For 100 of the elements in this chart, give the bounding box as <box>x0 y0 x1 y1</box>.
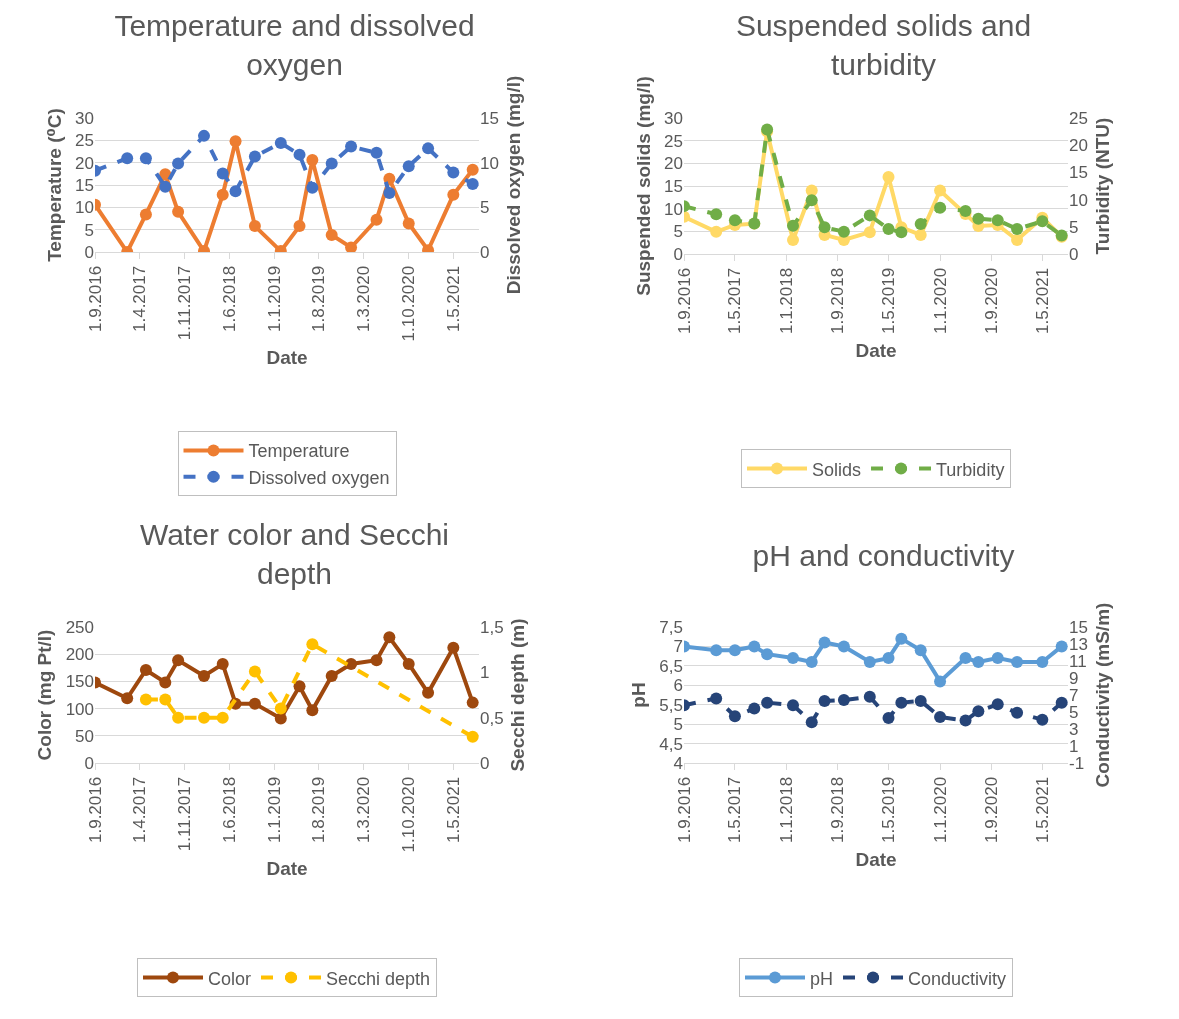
y-tick-label: 25 <box>75 131 94 151</box>
point <box>274 702 287 715</box>
point <box>306 638 319 651</box>
y-tick-label: 50 <box>75 726 94 746</box>
point <box>914 644 927 657</box>
point <box>1011 222 1024 235</box>
point <box>818 694 831 707</box>
x-tick-label: 1.1.2018 <box>776 776 796 843</box>
point <box>991 698 1004 711</box>
y-tick-label: 25 <box>664 131 683 151</box>
point <box>293 148 306 161</box>
y-tick-label: 7 <box>673 637 683 657</box>
point <box>818 636 831 649</box>
y2-tick-label: 0 <box>480 753 490 773</box>
point <box>748 640 761 653</box>
x-tick-label: 1.5.2017 <box>725 267 745 334</box>
y-tick-label: 0 <box>673 244 683 264</box>
y2-tick-label: 15 <box>1069 617 1088 637</box>
point <box>159 676 172 689</box>
point <box>863 655 876 668</box>
point <box>325 669 338 682</box>
x-tick-label: 1.9.2016 <box>674 776 694 843</box>
point <box>914 694 927 707</box>
point <box>728 710 741 723</box>
y2-tick-label: 11 <box>1069 651 1087 671</box>
chart-title: Temperature and dissolved oxygen <box>114 8 475 81</box>
point <box>402 657 415 670</box>
point <box>370 213 383 226</box>
point <box>216 188 229 201</box>
y2-tick-label: 5 <box>1069 217 1079 237</box>
point <box>248 150 261 163</box>
point <box>1055 640 1068 653</box>
y2-axis-title: Turbidity (NTU) <box>1091 117 1113 255</box>
point <box>345 241 358 252</box>
y-tick-label: 5 <box>673 715 683 735</box>
point <box>159 693 172 706</box>
point <box>293 220 306 233</box>
point <box>293 680 306 693</box>
point <box>748 702 761 715</box>
x-tick-label: 1.9.2018 <box>828 776 848 843</box>
x-axis-title: Date <box>855 339 897 361</box>
point <box>1055 696 1068 709</box>
point <box>972 705 985 718</box>
y-tick-label: 200 <box>65 645 94 665</box>
point <box>1011 706 1024 719</box>
point <box>402 160 415 173</box>
point <box>306 153 319 166</box>
point <box>863 226 876 239</box>
point <box>345 140 358 153</box>
x-tick-label: 1.1.2019 <box>264 265 284 332</box>
x-tick-label: 1.5.2021 <box>443 265 463 332</box>
x-tick-label: 1.5.2021 <box>1032 267 1052 334</box>
point <box>914 218 927 231</box>
y-tick-label: 4,5 <box>659 734 683 754</box>
point <box>274 712 287 725</box>
x-axis-title: Date <box>266 858 308 880</box>
point <box>229 135 242 148</box>
x-tick-label: 1.9.2020 <box>981 776 1001 843</box>
point <box>159 180 172 193</box>
y-tick-label: 0 <box>84 242 94 262</box>
point <box>466 163 479 176</box>
legend-label: Secchi depth <box>326 968 431 989</box>
point <box>895 632 908 645</box>
y-tick-label: 15 <box>664 176 683 196</box>
point <box>805 716 818 729</box>
point <box>991 652 1004 665</box>
x-tick-label: 1.1.2019 <box>264 776 284 843</box>
x-tick-label: 1.6.2018 <box>219 265 239 332</box>
point <box>447 188 460 201</box>
point <box>787 652 799 665</box>
y-tick-label: 150 <box>65 672 94 692</box>
x-tick-label: 1.11.2017 <box>175 265 195 341</box>
x-tick-label: 1.8.2019 <box>309 265 329 332</box>
point <box>172 711 185 724</box>
x-tick-label: 1.1.2018 <box>776 267 796 334</box>
y2-tick-label: 1,5 <box>480 617 504 637</box>
point <box>248 665 261 678</box>
point <box>882 711 895 724</box>
point <box>198 129 210 142</box>
point <box>1036 655 1049 668</box>
point <box>370 654 383 667</box>
x-tick-label: 1.5.2021 <box>443 776 463 843</box>
point <box>882 652 895 665</box>
point <box>422 686 435 699</box>
point <box>466 730 479 743</box>
legend-label: Turbidity <box>936 459 1005 480</box>
y2-tick-label: 25 <box>1069 108 1088 128</box>
point <box>728 214 741 227</box>
point <box>914 228 927 241</box>
point <box>1011 233 1024 246</box>
point <box>959 652 972 665</box>
point <box>805 194 818 207</box>
y2-tick-label: 9 <box>1069 668 1079 688</box>
y2-tick-label: 0,5 <box>480 708 504 728</box>
point <box>787 219 799 232</box>
point <box>325 157 338 170</box>
legend-label: Color <box>208 968 252 989</box>
x-tick-label: 1.9.2016 <box>85 776 105 843</box>
y-tick-label: 6,5 <box>659 656 683 676</box>
y-tick-label: 7,5 <box>659 617 683 637</box>
